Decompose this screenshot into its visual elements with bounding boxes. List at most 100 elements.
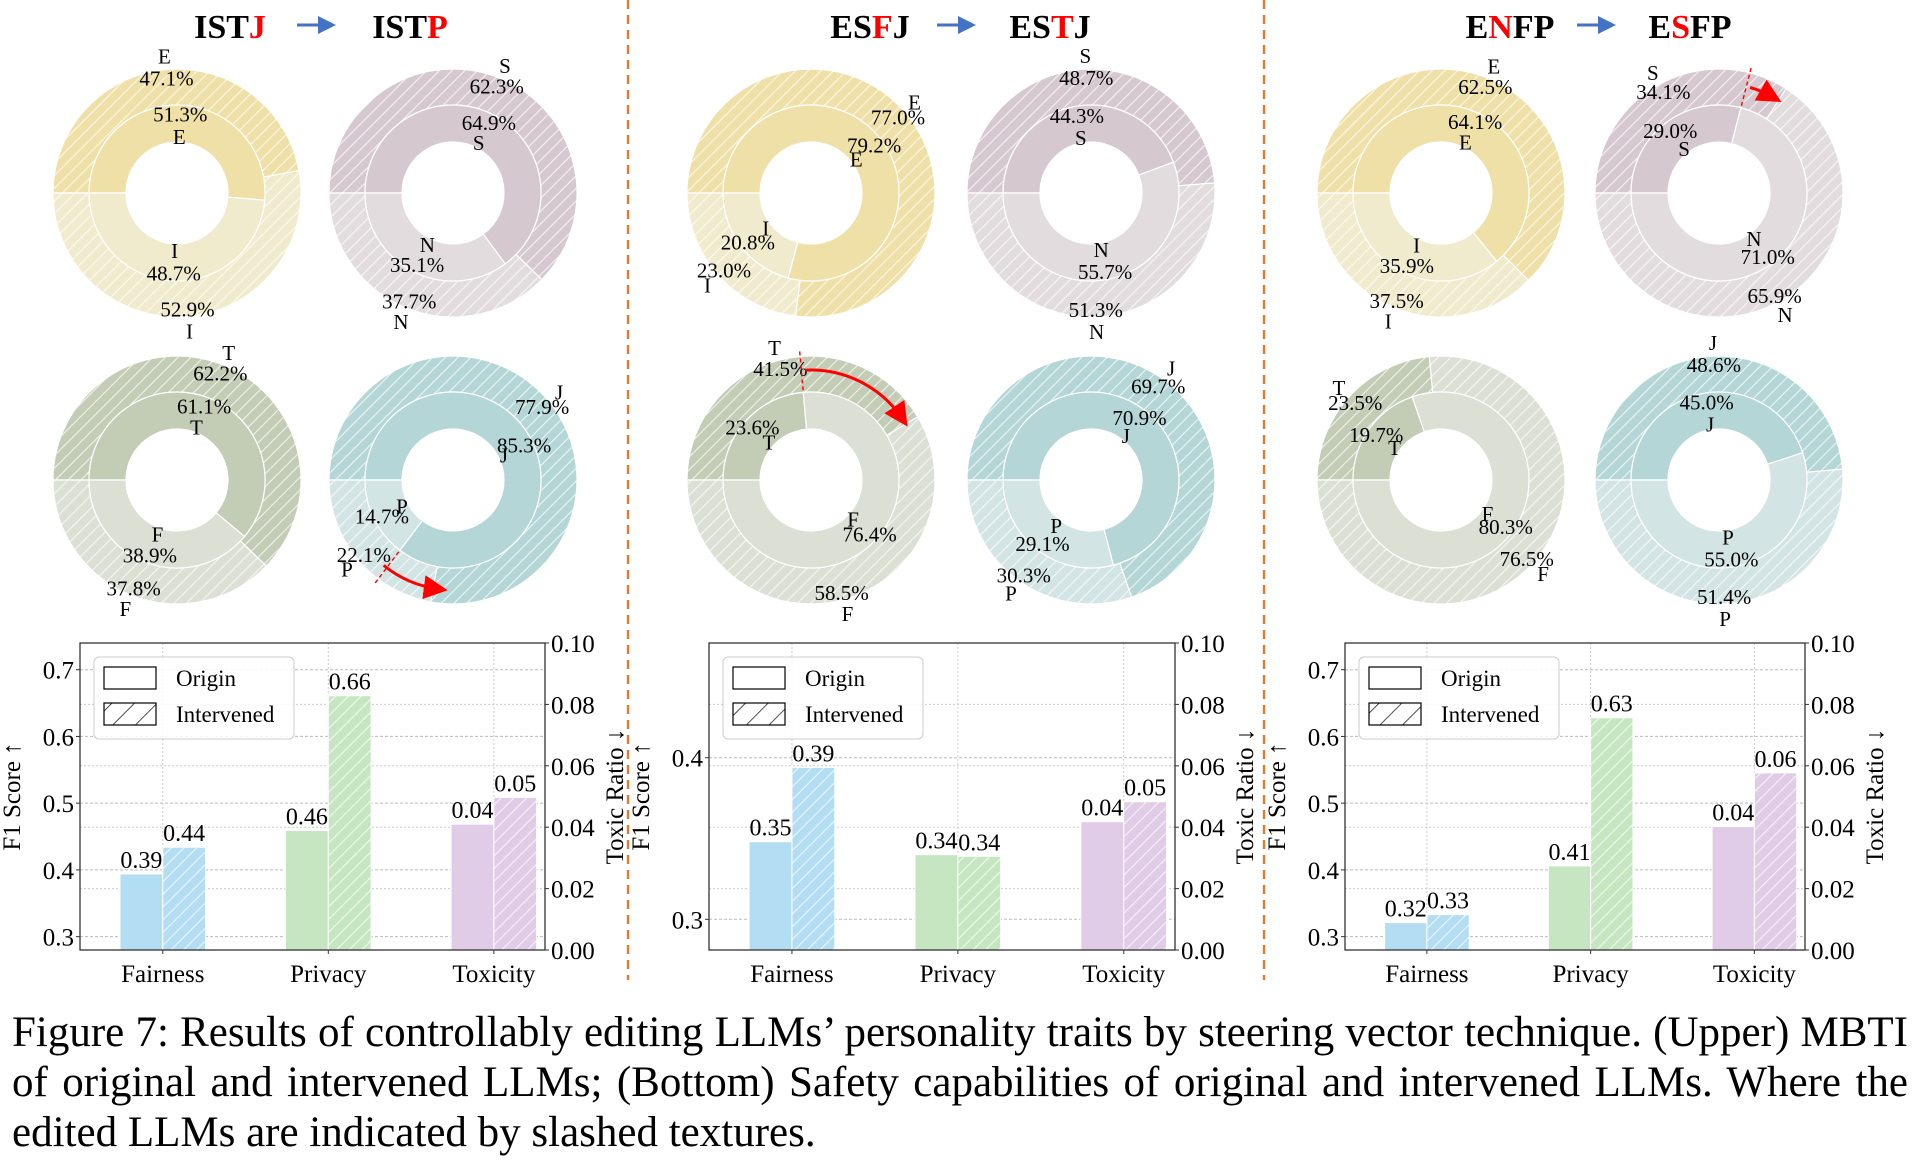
intervened-hatch-I bbox=[687, 193, 800, 317]
bar-hatch bbox=[162, 847, 206, 950]
origin-category-label: J bbox=[500, 444, 508, 468]
origin-category-label: N bbox=[420, 233, 435, 257]
origin-percent-label: 64.1% bbox=[1448, 110, 1502, 134]
legend: Origin Intervened bbox=[93, 656, 295, 740]
bar-chart-right: 0.3 0.4 0.5 0.6 0.7 0.00 0.02 0.04 0.06 0.08 0.10 0… bbox=[1264, 631, 1889, 988]
bar-hatch bbox=[791, 767, 835, 950]
bar-value-label: 0.32 bbox=[1385, 897, 1427, 923]
y-tick-label: 0.4 bbox=[672, 746, 704, 773]
intervened-category-label: S bbox=[1080, 44, 1092, 68]
mbti-letter: F bbox=[1690, 9, 1711, 46]
legend-label: Origin bbox=[176, 666, 237, 691]
figure-caption: Figure 7: Results of controllably editin… bbox=[12, 1009, 1908, 1156]
mbti-letter: P bbox=[427, 9, 448, 46]
intervened-percent-label: 37.8% bbox=[106, 577, 160, 601]
origin-category-label: E bbox=[850, 147, 863, 171]
origin-wedge-P bbox=[1002, 479, 1115, 569]
mbti-letter: E bbox=[1648, 9, 1671, 46]
origin-wedge-F bbox=[722, 391, 900, 569]
origin-category-label: J bbox=[1122, 424, 1130, 448]
intervened-category-label: J bbox=[1167, 357, 1175, 381]
origin-percent-label: 44.3% bbox=[1050, 104, 1104, 128]
x-tick-label: Toxicity bbox=[1713, 961, 1796, 988]
mbti-letter: T bbox=[404, 9, 427, 46]
donut-ei: 77.0%E23.0%I79.2%E20.8%I bbox=[686, 68, 936, 318]
bar-origin bbox=[1384, 922, 1428, 951]
intervened-hatch-I bbox=[53, 170, 301, 317]
intervened-percent-label: 62.5% bbox=[1458, 75, 1512, 99]
y-right-axis-label: Toxic Ratio ↓ bbox=[602, 729, 629, 865]
origin-category-label: T bbox=[1388, 436, 1401, 460]
origin-wedge-P bbox=[1630, 452, 1808, 569]
y-tick-label: 0.3 bbox=[672, 907, 703, 934]
intervened-percent-label: 47.1% bbox=[139, 66, 193, 90]
origin-percent-label: 71.0% bbox=[1741, 245, 1795, 269]
shift-arrow-icon bbox=[1749, 79, 1782, 102]
x-tick-label: Toxicity bbox=[1082, 961, 1165, 988]
donut-jp: 77.9%J22.1%P85.3%J14.7%P bbox=[328, 355, 578, 605]
y-right-tick-label: 0.04 bbox=[551, 815, 595, 842]
origin-category-label: N bbox=[1746, 227, 1761, 251]
origin-percent-label: 35.1% bbox=[390, 253, 444, 277]
panel-title: ENFP ESFP bbox=[1466, 9, 1732, 46]
intervened-category-label: J bbox=[555, 381, 563, 405]
legend-label: Intervened bbox=[176, 702, 275, 727]
intervened-percent-label: 69.7% bbox=[1131, 375, 1185, 399]
y-tick-label: 0.5 bbox=[43, 791, 74, 818]
y-axis-label: F1 Score ↑ bbox=[628, 742, 655, 850]
mbti-letter: N bbox=[1488, 9, 1513, 46]
mbti-letter: I bbox=[194, 9, 207, 46]
mbti-letter: I bbox=[372, 9, 385, 46]
origin-wedge-I bbox=[88, 192, 266, 282]
intervened-hatch-T bbox=[53, 356, 301, 567]
origin-percent-label: 45.0% bbox=[1679, 390, 1733, 414]
intervened-percent-label: 65.9% bbox=[1747, 284, 1801, 308]
origin-wedge-I bbox=[722, 192, 799, 279]
intervened-hatch-T bbox=[1317, 356, 1433, 480]
legend-label: Intervened bbox=[1441, 702, 1540, 727]
x-tick-label: Privacy bbox=[920, 961, 997, 988]
intervened-category-label: T bbox=[1333, 376, 1346, 400]
bar-chart-left: 0.3 0.4 0.5 0.6 0.7 0.00 0.02 0.04 0.06 0.08 0.10 0… bbox=[0, 631, 629, 988]
origin-percent-label: 23.6% bbox=[725, 415, 779, 439]
origin-category-label: P bbox=[1722, 525, 1734, 549]
bar-value-label: 0.34 bbox=[958, 830, 1000, 856]
x-tick-label: Fairness bbox=[750, 961, 833, 988]
origin-wedge-E bbox=[88, 104, 266, 201]
plot-frame bbox=[1344, 642, 1806, 951]
mbti-letter: S bbox=[207, 9, 226, 46]
mbti-letter: J bbox=[893, 9, 910, 46]
legend-swatch-origin bbox=[1368, 666, 1422, 690]
y-tick-label: 0.7 bbox=[1308, 658, 1339, 685]
intervened-hatch-J bbox=[967, 355, 1216, 598]
origin-category-label: S bbox=[1678, 137, 1690, 161]
origin-percent-label: 48.7% bbox=[147, 261, 201, 285]
origin-percent-label: 64.9% bbox=[462, 111, 516, 135]
bar-hatch bbox=[1590, 717, 1633, 950]
intervened-category-label: I bbox=[704, 273, 711, 297]
y-right-tick-label: 0.00 bbox=[551, 938, 595, 965]
bar-chart-middle: 0.3 0.4 0.00 0.02 0.04 0.06 0.08 0.10 0.35 0.39 Fa… bbox=[628, 631, 1259, 988]
origin-category-label: T bbox=[190, 415, 203, 439]
origin-wedge-J bbox=[1630, 391, 1804, 481]
donut-ei: 47.1%E52.9%I51.3%E48.7%I bbox=[52, 45, 302, 343]
intervened-percent-label: 22.1% bbox=[337, 543, 391, 567]
legend-label: Intervened bbox=[805, 702, 904, 727]
plot-frame bbox=[708, 642, 1176, 951]
origin-percent-label: 38.9% bbox=[123, 544, 177, 568]
mbti-letter: P bbox=[1711, 9, 1732, 46]
origin-percent-label: 85.3% bbox=[497, 434, 551, 458]
intervened-percent-label: 37.7% bbox=[382, 289, 436, 313]
intervened-percent-label: 37.5% bbox=[1369, 289, 1423, 313]
intervened-category-label: F bbox=[120, 597, 132, 621]
intervened-percent-label: 23.5% bbox=[1328, 391, 1382, 415]
y-right-tick-label: 0.10 bbox=[1811, 631, 1855, 658]
origin-wedge-E bbox=[1352, 104, 1530, 263]
bar-value-label: 0.46 bbox=[286, 805, 328, 831]
origin-category-label: P bbox=[1050, 514, 1062, 538]
mbti-letter: E bbox=[830, 9, 853, 46]
legend-swatch-intervened bbox=[732, 702, 786, 726]
intervened-hatch-N bbox=[967, 182, 1215, 318]
legend: Origin Intervened bbox=[1358, 656, 1560, 740]
x-tick-label: Fairness bbox=[1385, 961, 1468, 988]
